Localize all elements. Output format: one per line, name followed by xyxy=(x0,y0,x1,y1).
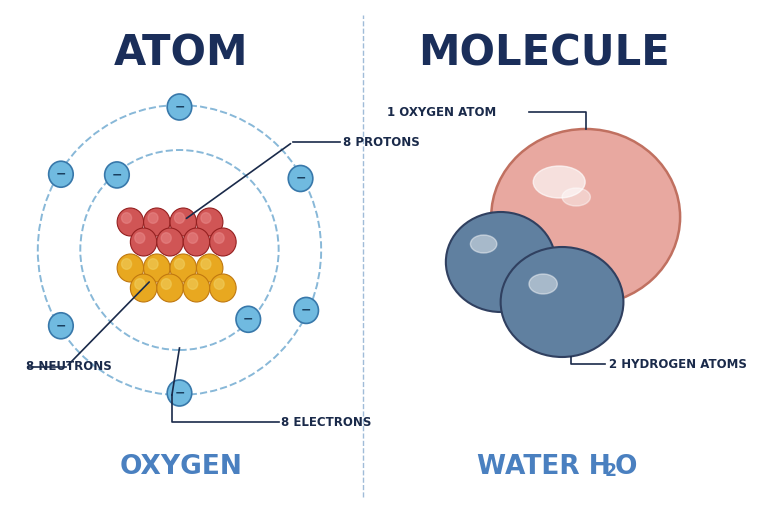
Circle shape xyxy=(161,279,171,289)
Circle shape xyxy=(157,274,184,302)
Ellipse shape xyxy=(501,247,624,357)
Circle shape xyxy=(157,228,184,256)
Circle shape xyxy=(187,279,197,289)
Circle shape xyxy=(167,380,192,406)
Text: −: − xyxy=(55,319,66,332)
Circle shape xyxy=(134,232,145,243)
Circle shape xyxy=(174,259,184,269)
Circle shape xyxy=(131,228,157,256)
Circle shape xyxy=(294,297,319,324)
Text: MOLECULE: MOLECULE xyxy=(419,32,670,74)
Circle shape xyxy=(210,228,236,256)
Circle shape xyxy=(148,212,158,223)
Text: −: − xyxy=(174,100,185,114)
Ellipse shape xyxy=(533,166,585,198)
Circle shape xyxy=(48,161,73,187)
Circle shape xyxy=(134,279,145,289)
Circle shape xyxy=(161,232,171,243)
Text: 2 HYDROGEN ATOMS: 2 HYDROGEN ATOMS xyxy=(609,357,747,371)
Text: WATER H: WATER H xyxy=(477,454,611,480)
Text: 8 NEUTRONS: 8 NEUTRONS xyxy=(26,360,112,373)
Circle shape xyxy=(184,274,210,302)
Circle shape xyxy=(187,232,197,243)
Text: O: O xyxy=(615,454,637,480)
Text: 1 OXYGEN ATOM: 1 OXYGEN ATOM xyxy=(387,105,497,118)
Ellipse shape xyxy=(562,188,591,206)
Text: −: − xyxy=(174,387,185,399)
Circle shape xyxy=(170,254,197,282)
Text: −: − xyxy=(295,172,306,185)
Ellipse shape xyxy=(492,129,680,305)
Ellipse shape xyxy=(471,235,497,253)
Text: ATOM: ATOM xyxy=(114,32,249,74)
Circle shape xyxy=(121,259,131,269)
Circle shape xyxy=(288,165,313,191)
Ellipse shape xyxy=(446,212,555,312)
Circle shape xyxy=(118,254,144,282)
Circle shape xyxy=(201,212,211,223)
Circle shape xyxy=(118,208,144,236)
Circle shape xyxy=(121,212,131,223)
Circle shape xyxy=(214,232,224,243)
Circle shape xyxy=(236,306,260,332)
Circle shape xyxy=(170,208,197,236)
Circle shape xyxy=(174,212,184,223)
Text: −: − xyxy=(243,313,253,326)
Circle shape xyxy=(148,259,158,269)
Text: OXYGEN: OXYGEN xyxy=(120,454,243,480)
Circle shape xyxy=(214,279,224,289)
Circle shape xyxy=(201,259,211,269)
Circle shape xyxy=(104,162,129,188)
Circle shape xyxy=(210,274,236,302)
Circle shape xyxy=(197,208,223,236)
Circle shape xyxy=(48,313,73,339)
Circle shape xyxy=(131,274,157,302)
Circle shape xyxy=(197,254,223,282)
Circle shape xyxy=(144,208,170,236)
Circle shape xyxy=(184,228,210,256)
Text: −: − xyxy=(111,168,122,181)
Text: −: − xyxy=(55,168,66,181)
Text: −: − xyxy=(301,304,312,317)
Circle shape xyxy=(144,254,170,282)
Text: 8 PROTONS: 8 PROTONS xyxy=(343,136,419,148)
Circle shape xyxy=(167,94,192,120)
Text: 2: 2 xyxy=(604,462,617,480)
Ellipse shape xyxy=(529,274,558,294)
Text: 8 ELECTRONS: 8 ELECTRONS xyxy=(282,416,372,429)
